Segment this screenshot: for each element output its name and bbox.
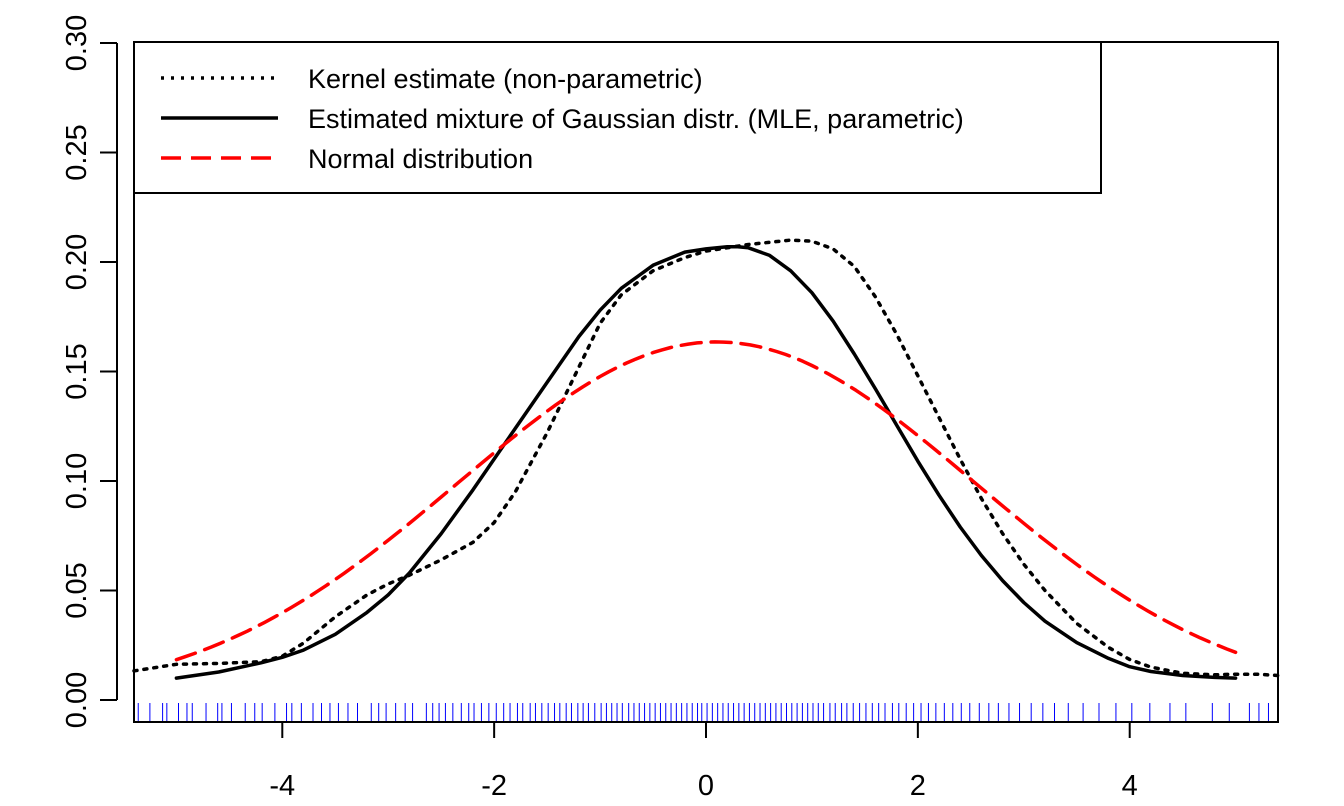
x-tick-label: -2 [481,770,507,802]
y-tick-label: 0.30 [61,15,93,71]
y-axis: 0.00 0.05 0.10 0.15 0.20 0.25 0.30 [61,15,118,728]
x-tick-label: 2 [910,770,926,802]
legend: Kernel estimate (non-parametric) Estimate… [133,41,1102,194]
curves-layer [132,238,1280,680]
y-tick-label: 0.10 [61,453,93,509]
legend-label-2: Normal distribution [308,144,533,174]
x-tick-label: -4 [269,770,295,802]
x-tick-label: 0 [698,770,714,802]
y-tick-label: 0.20 [61,234,93,290]
x-tick-label: 4 [1122,770,1138,802]
series-line-0 [132,238,1280,678]
y-tick-label: 0.00 [61,672,93,728]
series-line-1 [174,244,1238,680]
x-axis: -4 -2 0 2 4 [269,722,1138,802]
rug-layer [137,703,1269,722]
legend-label-1: Estimated mixture of Gaussian distr. (ML… [308,104,964,134]
legend-entries: Kernel estimate (non-parametric) Estimate… [161,64,964,174]
y-tick-label: 0.25 [61,124,93,180]
series-line-2 [174,340,1238,662]
legend-label-0: Kernel estimate (non-parametric) [308,64,703,94]
y-tick-label: 0.05 [61,562,93,618]
y-tick-label: 0.15 [61,343,93,399]
legend-box [133,41,1102,194]
